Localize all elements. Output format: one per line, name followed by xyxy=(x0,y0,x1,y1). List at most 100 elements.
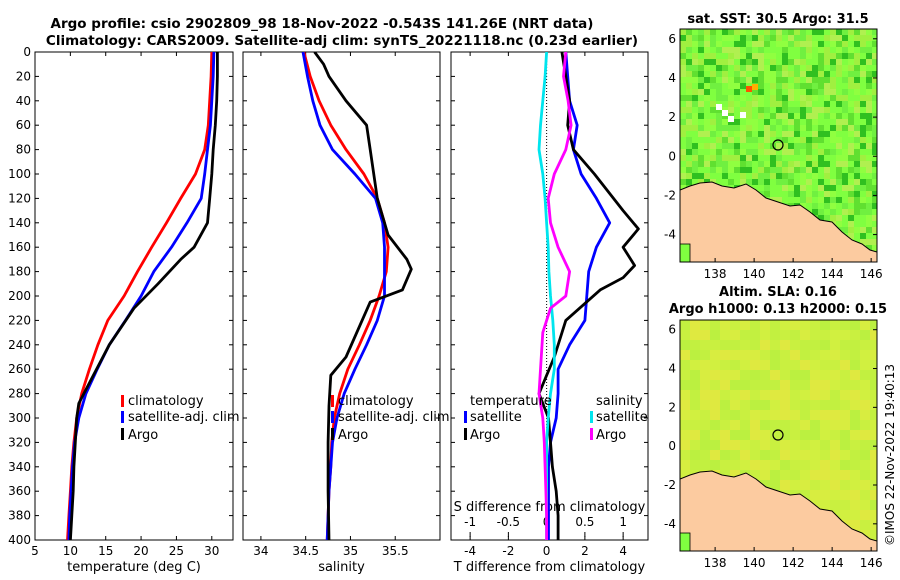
sla-cell xyxy=(720,400,730,410)
sst-cell xyxy=(758,59,764,65)
sst-cell xyxy=(740,89,746,95)
sst-cell xyxy=(788,59,794,65)
sla-map-ytick-label: -2 xyxy=(664,478,676,492)
sst-cell xyxy=(866,137,872,143)
sst-cell xyxy=(872,101,877,107)
sst-cell xyxy=(740,71,746,77)
sla-cell xyxy=(750,330,760,340)
sst-cell xyxy=(860,83,866,89)
sst-cell xyxy=(776,173,782,179)
sla-cell xyxy=(720,390,730,400)
sst-cell xyxy=(848,185,854,191)
sst-cell xyxy=(680,185,686,191)
sst-cell xyxy=(752,137,758,143)
sst-cell xyxy=(752,131,758,137)
sst-cell xyxy=(818,113,824,119)
sst-cell xyxy=(734,119,740,125)
sst-cell xyxy=(734,101,740,107)
sst-cell xyxy=(770,155,776,161)
sst-cell xyxy=(692,167,698,173)
sst-cell xyxy=(854,227,860,233)
sst-cell xyxy=(806,125,812,131)
sst-cell xyxy=(764,83,770,89)
sst-map-ytick-label: 4 xyxy=(668,71,676,85)
sst-cell xyxy=(722,161,728,167)
sst-cell xyxy=(794,47,800,53)
sst-cell xyxy=(860,173,866,179)
sst-cell xyxy=(752,143,758,149)
sla-cell xyxy=(860,440,870,450)
sst-cell xyxy=(872,41,877,47)
sla-cell xyxy=(750,320,760,330)
sst-cell xyxy=(686,77,692,83)
sst-cell xyxy=(698,29,704,35)
sla-map-ytick-label: 2 xyxy=(668,400,676,414)
sst-cell xyxy=(752,77,758,83)
sst-cell xyxy=(812,209,818,215)
sst-cell xyxy=(776,77,782,83)
sla-cell xyxy=(860,360,870,370)
sst-cell xyxy=(800,125,806,131)
sst-cell xyxy=(752,125,758,131)
sla-cell xyxy=(700,420,710,430)
sst-cell xyxy=(866,239,872,245)
sst-cell xyxy=(824,185,830,191)
sst-cell xyxy=(776,149,782,155)
sst-cell xyxy=(848,137,854,143)
sla-cell xyxy=(780,350,790,360)
sst-cell xyxy=(692,65,698,71)
sst-map-xtick-label: 142 xyxy=(782,267,805,281)
sst-cell xyxy=(716,41,722,47)
sla-cell xyxy=(820,480,830,490)
sst-cell xyxy=(848,83,854,89)
depth-tick-label: 400 xyxy=(8,533,31,547)
sst-cell xyxy=(848,107,854,113)
diff-legend-label-s-argo: Argo xyxy=(596,428,626,443)
difference-xtick-label: -2 xyxy=(502,544,514,558)
sst-cell xyxy=(860,191,866,197)
sst-cell xyxy=(842,29,848,35)
sst-cell xyxy=(776,143,782,149)
sst-cell xyxy=(740,173,746,179)
sst-cell xyxy=(806,47,812,53)
salinity-series-group xyxy=(301,52,413,540)
salinity-line-argo xyxy=(313,52,413,540)
sst-cell xyxy=(728,179,734,185)
sst-cell xyxy=(680,41,686,47)
sst-cell xyxy=(824,29,830,35)
sst-cell xyxy=(812,41,818,47)
sst-cell xyxy=(770,131,776,137)
sla-cell xyxy=(860,460,870,470)
sla-cell xyxy=(720,370,730,380)
sst-cell xyxy=(728,53,734,59)
sst-cell xyxy=(728,59,734,65)
sst-cell xyxy=(788,179,794,185)
sst-cell xyxy=(698,167,704,173)
sst-cell xyxy=(710,59,716,65)
sst-cell xyxy=(722,155,728,161)
sal-legend-swatch-climatology xyxy=(331,395,334,407)
sla-cell xyxy=(820,440,830,450)
sst-cell xyxy=(854,167,860,173)
sst-cell xyxy=(860,113,866,119)
sst-cell xyxy=(842,125,848,131)
sst-cell xyxy=(746,95,752,101)
sst-cell xyxy=(764,113,770,119)
sla-cell xyxy=(720,360,730,370)
sst-cell xyxy=(830,107,836,113)
sla-cell xyxy=(680,470,690,480)
sst-cell xyxy=(872,71,877,77)
sst-cell xyxy=(740,101,746,107)
temperature-series-group xyxy=(66,52,219,540)
difference-series-group xyxy=(537,52,640,540)
sst-cell xyxy=(794,155,800,161)
sst-cell xyxy=(806,185,812,191)
sst-cell xyxy=(842,41,848,47)
sst-cell xyxy=(848,131,854,137)
sst-cell xyxy=(770,191,776,197)
sst-cell xyxy=(836,83,842,89)
sst-cell xyxy=(812,137,818,143)
sst-cell xyxy=(830,197,836,203)
sst-cell xyxy=(746,101,752,107)
sst-cell xyxy=(836,185,842,191)
